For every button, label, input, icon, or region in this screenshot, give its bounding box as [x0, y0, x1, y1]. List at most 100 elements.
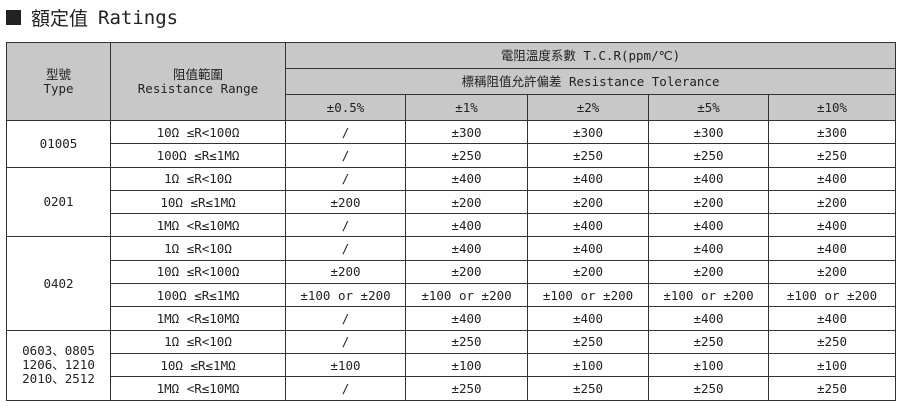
- tcr-value-cell: ±200: [405, 259, 528, 285]
- tcr-value-cell: ±200: [405, 189, 528, 215]
- tcr-value-cell: ±100 or ±200: [768, 283, 896, 308]
- tcr-value-cell: ±400: [768, 166, 896, 191]
- tcr-value-cell: ±200: [648, 189, 769, 215]
- tcr-value-cell: ±400: [768, 306, 896, 331]
- range-cell: 10Ω ≤R≤1MΩ: [110, 189, 286, 215]
- tcr-value-cell: /: [285, 236, 406, 261]
- table-row: 0201 1Ω ≤R<10Ω / ±400 ±400 ±400 ±400: [6, 166, 896, 238]
- tcr-value-cell: ±200: [648, 259, 769, 285]
- range-cell: 10Ω ≤R≤1MΩ: [110, 352, 286, 378]
- range-cell: 1MΩ <R≤10MΩ: [110, 306, 286, 331]
- tcr-value-cell: ±100 or ±200: [648, 283, 769, 308]
- tcr-value-cell: ±100 or ±200: [527, 283, 649, 308]
- tolerance-column-header: ±0.5%: [285, 94, 406, 121]
- table-row: 1MΩ <R≤10MΩ / ±400 ±400 ±400 ±400: [7, 213, 896, 238]
- tcr-value-cell: ±400: [527, 306, 649, 331]
- section-title: 額定值 Ratings: [6, 4, 178, 31]
- tcr-header: 電阻溫度系數 T.C.R(ppm/℃): [285, 42, 896, 69]
- tcr-value-cell: ±100 or ±200: [285, 283, 406, 308]
- tcr-value-cell: ±100 or ±200: [405, 283, 528, 308]
- tcr-value-cell: ±300: [527, 119, 649, 145]
- tcr-value-cell: ±200: [285, 259, 406, 285]
- tcr-value-cell: ±250: [648, 143, 769, 168]
- tcr-value-cell: ±400: [768, 236, 896, 261]
- range-cell: 100Ω ≤R≤1MΩ: [110, 143, 286, 168]
- table-row: 0603、0805 1206、1210 2010、2512 1Ω ≤R<10Ω / ±25…: [6, 329, 896, 401]
- tcr-value-cell: ±250: [405, 329, 528, 354]
- tolerance-column-header: ±10%: [768, 94, 896, 121]
- table-row: 10Ω ≤R<100Ω ±200 ±200 ±200 ±200 ±200: [7, 259, 896, 285]
- tcr-value-cell: ±400: [648, 213, 769, 238]
- tcr-value-cell: /: [285, 166, 406, 191]
- tcr-value-cell: ±400: [527, 213, 649, 238]
- tcr-value-cell: ±250: [768, 376, 896, 401]
- tcr-value-cell: ±250: [648, 376, 769, 401]
- table-row: 1MΩ <R≤10MΩ / ±400 ±400 ±400 ±400: [7, 306, 896, 331]
- type-cell: 01005: [6, 120, 111, 168]
- square-bullet-icon: [6, 10, 21, 25]
- tcr-value-cell: ±400: [527, 236, 649, 261]
- table-row: 0402 1Ω ≤R<10Ω / ±400 ±400 ±400 ±400: [6, 236, 896, 331]
- range-cell: 1Ω ≤R<10Ω: [110, 329, 286, 354]
- range-cell: 100Ω ≤R≤1MΩ: [110, 283, 286, 308]
- table-row: 10Ω ≤R≤1MΩ ±100 ±100 ±100 ±100 ±100: [7, 352, 896, 378]
- tcr-value-cell: ±300: [768, 119, 896, 145]
- tcr-value-cell: ±400: [405, 213, 528, 238]
- tcr-value-cell: ±200: [768, 259, 896, 285]
- tcr-value-cell: ±250: [527, 143, 649, 168]
- tcr-value-cell: ±100: [527, 352, 649, 378]
- range-cell: 10Ω ≤R<100Ω: [110, 119, 286, 145]
- table-row: 1MΩ <R≤10MΩ / ±250 ±250 ±250 ±250: [7, 376, 896, 401]
- table-row: 10Ω ≤R≤1MΩ ±200 ±200 ±200 ±200 ±200: [7, 189, 896, 215]
- tcr-value-cell: ±250: [405, 143, 528, 168]
- type-cell: 0603、0805 1206、1210 2010、2512: [6, 329, 111, 401]
- tcr-value-cell: /: [285, 376, 406, 401]
- tcr-value-cell: ±250: [527, 329, 649, 354]
- table-row: 100Ω ≤R≤1MΩ ±100 or ±200 ±100 or ±200 ±100 …: [7, 283, 896, 308]
- tolerance-column-header: ±1%: [405, 94, 528, 121]
- tcr-value-cell: ±100: [405, 352, 528, 378]
- tcr-value-cell: ±300: [648, 119, 769, 145]
- tcr-value-cell: ±400: [405, 236, 528, 261]
- tcr-value-cell: ±400: [405, 166, 528, 191]
- tcr-value-cell: ±300: [405, 119, 528, 145]
- table-row: 01005 10Ω ≤R<100Ω / ±300 ±300 ±300 ±300: [6, 119, 896, 168]
- range-cell: 1MΩ <R≤10MΩ: [110, 213, 286, 238]
- tcr-value-cell: ±250: [768, 143, 896, 168]
- range-cell: 1MΩ <R≤10MΩ: [110, 376, 286, 401]
- title-en: Ratings: [98, 6, 179, 29]
- tcr-value-cell: ±250: [648, 329, 769, 354]
- tcr-value-cell: ±100: [768, 352, 896, 378]
- tcr-value-cell: ±250: [405, 376, 528, 401]
- ratings-table: 型號 Type 阻值範圍 Resistance Range 電阻溫度系數 T.C.R…: [6, 42, 896, 401]
- tcr-value-cell: ±200: [285, 189, 406, 215]
- range-cell: 1Ω ≤R<10Ω: [110, 236, 286, 261]
- range-cell: 1Ω ≤R<10Ω: [110, 166, 286, 191]
- tcr-value-cell: /: [285, 213, 406, 238]
- tolerance-header: 標稱阻值允許偏差 Resistance Tolerance: [285, 68, 896, 95]
- tcr-value-cell: ±400: [648, 166, 769, 191]
- tcr-value-cell: ±100: [648, 352, 769, 378]
- tcr-value-cell: /: [285, 306, 406, 331]
- tcr-value-cell: ±400: [405, 306, 528, 331]
- tcr-value-cell: ±250: [768, 329, 896, 354]
- table-row: 100Ω ≤R≤1MΩ / ±250 ±250 ±250 ±250: [7, 143, 896, 168]
- tcr-value-cell: /: [285, 329, 406, 354]
- tolerance-column-header: ±2%: [527, 94, 649, 121]
- tcr-value-cell: ±200: [527, 259, 649, 285]
- tcr-value-cell: /: [285, 119, 406, 145]
- type-cell: 0201: [6, 166, 111, 238]
- tcr-value-cell: ±200: [527, 189, 649, 215]
- type-header: 型號 Type: [6, 42, 111, 121]
- tcr-value-cell: ±400: [648, 236, 769, 261]
- type-cell: 0402: [6, 236, 111, 331]
- range-header: 阻值範圍 Resistance Range: [110, 42, 286, 121]
- tcr-value-cell: ±100: [285, 352, 406, 378]
- title-zh: 額定值: [31, 8, 89, 30]
- tcr-value-cell: ±400: [648, 306, 769, 331]
- tcr-value-cell: ±400: [768, 213, 896, 238]
- tcr-value-cell: ±200: [768, 189, 896, 215]
- tcr-value-cell: ±250: [527, 376, 649, 401]
- tolerance-column-header: ±5%: [648, 94, 769, 121]
- tcr-value-cell: /: [285, 143, 406, 168]
